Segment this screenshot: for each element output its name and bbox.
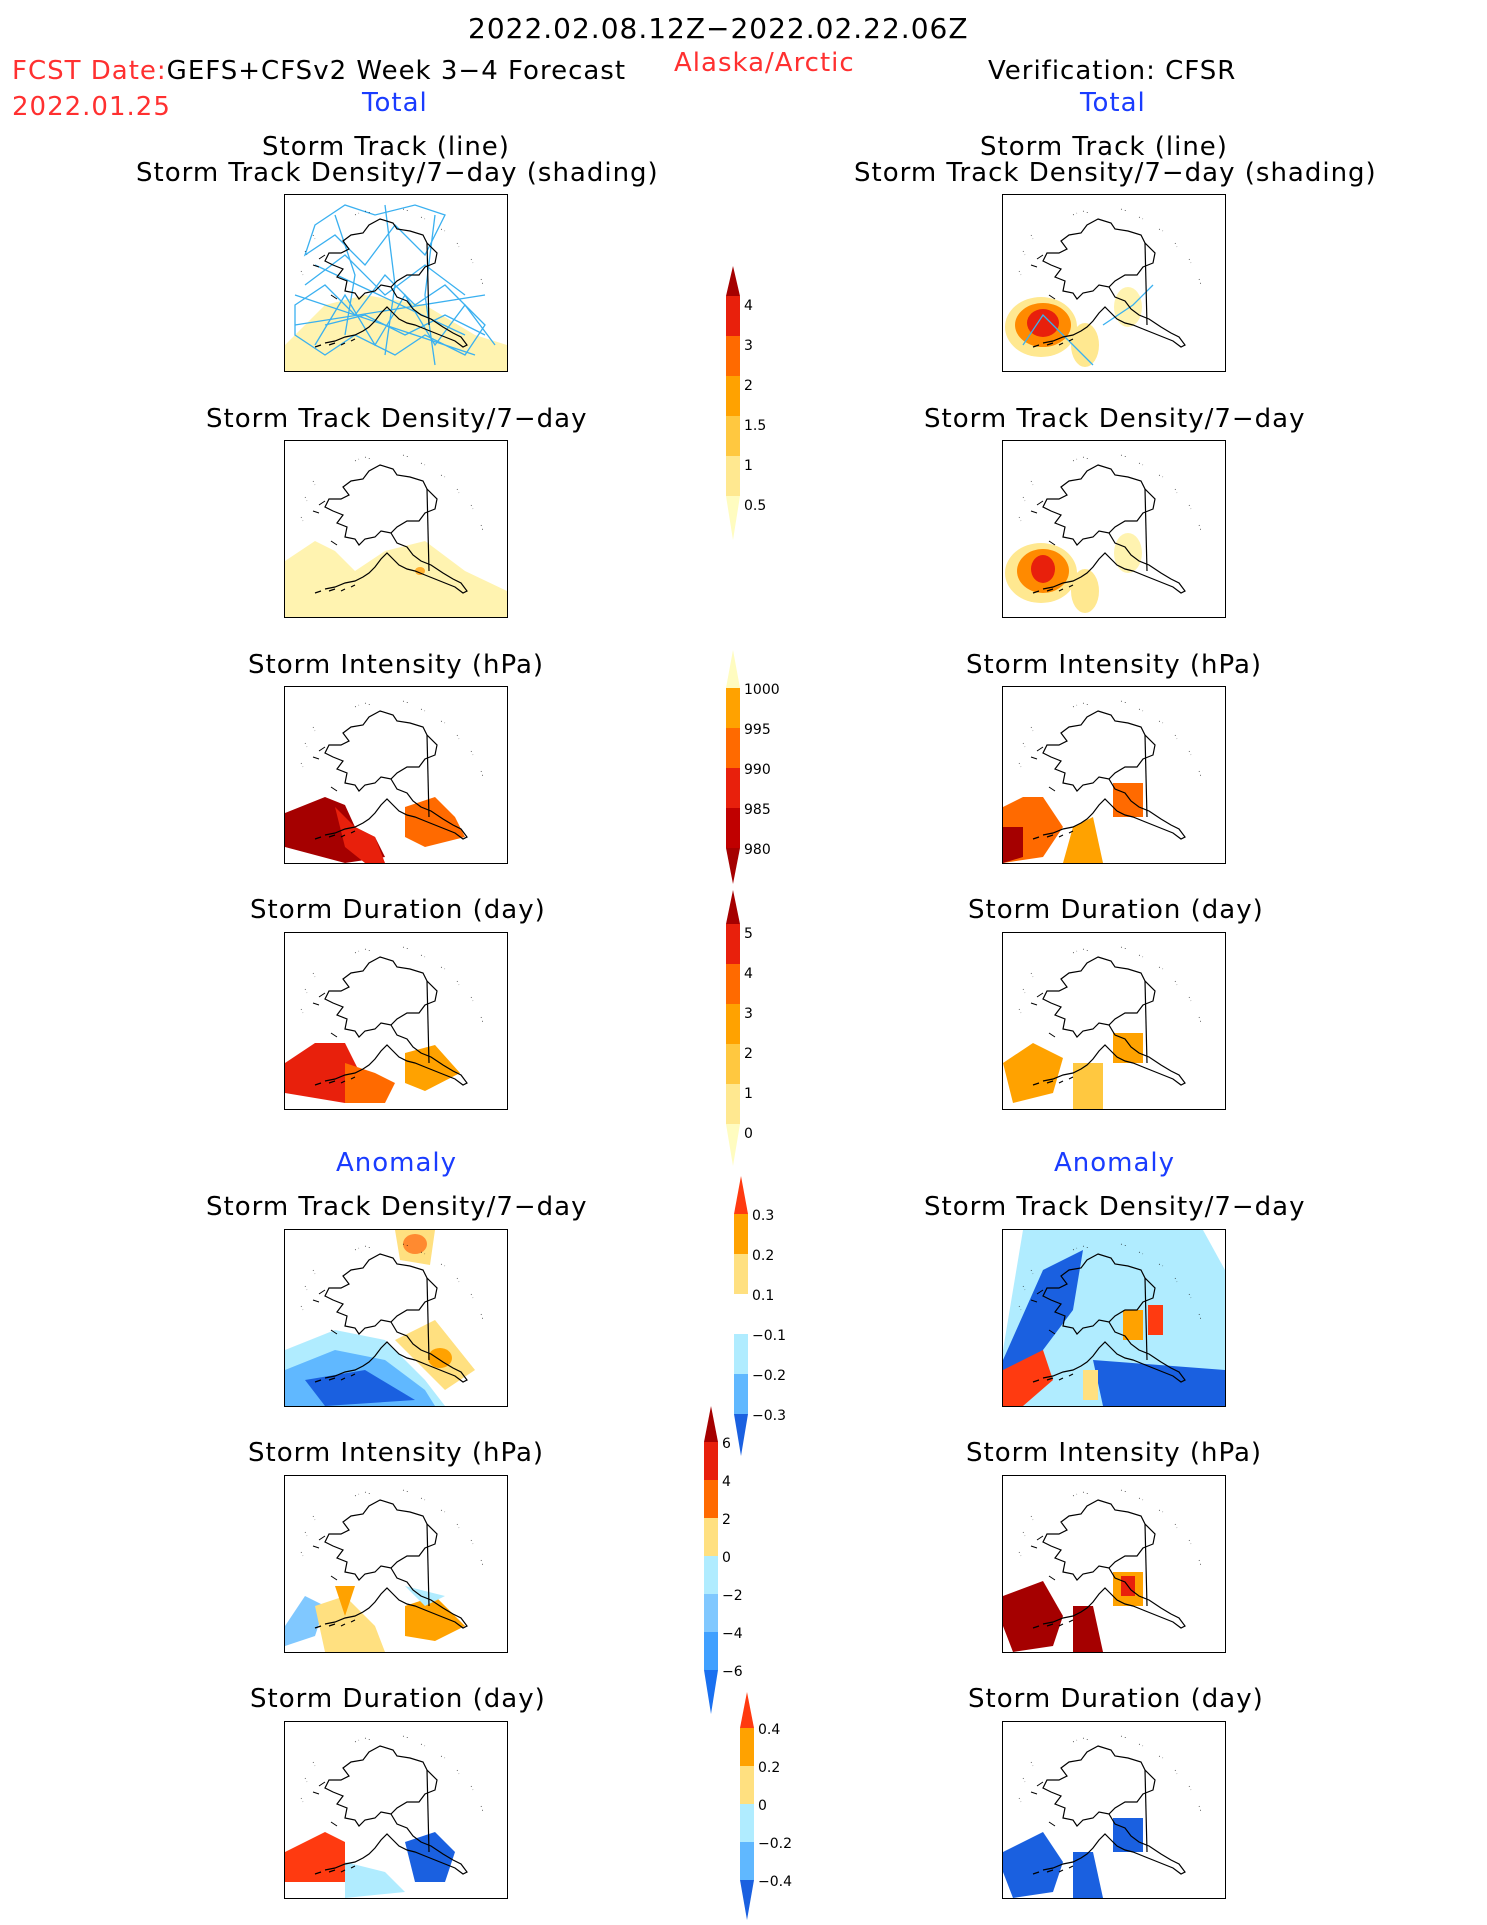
cbar-intensity-tick-3: 985 — [744, 802, 771, 818]
cbar-intensity-tick-1: 995 — [744, 722, 771, 738]
map-density-right — [1002, 440, 1226, 618]
map-intensity-left — [284, 686, 508, 864]
cbar-duration-tick-1: 4 — [744, 966, 753, 982]
title-intensity-left: Storm Intensity (hPa) — [248, 650, 545, 680]
cbar-duration-tick-2: 3 — [744, 1006, 753, 1022]
cbar-anom-intensity-tick-4: −2 — [722, 1588, 743, 1604]
map-track-line-right — [1002, 194, 1226, 372]
cbar-duration-tick-3: 2 — [744, 1046, 753, 1062]
cbar-duration-tick-5: 0 — [744, 1126, 753, 1142]
cbar-density-tick-2: 2 — [744, 378, 753, 394]
cbar-density-tick-1: 3 — [744, 338, 753, 354]
cbar-intensity-tick-2: 990 — [744, 762, 771, 778]
fcst-model: GEFS+CFSv2 Week 3−4 Forecast — [166, 56, 627, 86]
map-anom-intensity-left — [284, 1475, 508, 1653]
map-duration-right — [1002, 932, 1226, 1110]
region-label: Alaska/Arctic — [674, 48, 855, 78]
cbar-density-tick-4: 1 — [744, 458, 753, 474]
cbar-anom-density-tick-3: −0.1 — [752, 1328, 786, 1344]
title-track-shading-right: Storm Track Density/7−day (shading) — [854, 158, 1377, 188]
cbar-anom-intensity-tick-1: 4 — [722, 1474, 731, 1490]
map-anom-duration-left — [284, 1721, 508, 1899]
colorbar-density: 4 3 2 1.5 1 0.5 — [726, 266, 766, 540]
cbar-anom-density-tick-2: 0.1 — [752, 1288, 774, 1304]
fcst-label-text: FCST Date: — [12, 56, 167, 86]
map-intensity-right — [1002, 686, 1226, 864]
colorbar-anom-duration: 0.4 0.2 0 −0.2 −0.4 — [740, 1692, 792, 1920]
cbar-anom-density-tick-0: 0.3 — [752, 1208, 774, 1224]
fcst-label: FCST Date:GEFS+CFSv2 Week 3−4 Forecast — [12, 56, 626, 86]
title-density-left: Storm Track Density/7−day — [206, 404, 588, 434]
colorbar-anom-density: 0.3 0.2 0.1 −0.1 −0.2 −0.3 — [734, 1176, 786, 1456]
map-anom-intensity-right — [1002, 1475, 1226, 1653]
cbar-anom-intensity-tick-3: 0 — [722, 1550, 731, 1566]
cbar-anom-duration-tick-4: −0.4 — [758, 1874, 792, 1890]
cbar-intensity-tick-4: 980 — [744, 842, 771, 858]
title-duration-left: Storm Duration (day) — [250, 895, 546, 925]
cbar-anom-density-tick-4: −0.2 — [752, 1368, 786, 1384]
cbar-anom-density-tick-5: −0.3 — [752, 1408, 786, 1424]
title-anom-density-left: Storm Track Density/7−day — [206, 1192, 588, 1222]
cbar-anom-density-tick-1: 0.2 — [752, 1248, 774, 1264]
title-density-right: Storm Track Density/7−day — [924, 404, 1306, 434]
title-anom-intensity-right: Storm Intensity (hPa) — [966, 1438, 1263, 1468]
verification-label: Verification: CFSR — [988, 56, 1237, 86]
title-anom-intensity-left: Storm Intensity (hPa) — [248, 1438, 545, 1468]
cbar-anom-duration-tick-0: 0.4 — [758, 1722, 780, 1738]
title-track-line-left: Storm Track (line) — [262, 132, 510, 162]
title-anom-duration-right: Storm Duration (day) — [968, 1684, 1264, 1714]
title-anom-duration-left: Storm Duration (day) — [250, 1684, 546, 1714]
cbar-intensity-tick-0: 1000 — [744, 682, 780, 698]
anomaly-left: Anomaly — [336, 1148, 458, 1178]
cbar-anom-intensity-tick-5: −4 — [722, 1626, 743, 1642]
title-duration-right: Storm Duration (day) — [968, 895, 1264, 925]
title-track-line-right: Storm Track (line) — [980, 132, 1228, 162]
cbar-anom-duration-tick-1: 0.2 — [758, 1760, 780, 1776]
cbar-anom-intensity-tick-6: −6 — [722, 1664, 743, 1680]
cbar-anom-intensity-tick-0: 6 — [722, 1436, 731, 1452]
map-density-left — [284, 440, 508, 618]
map-anom-density-left — [284, 1229, 508, 1407]
anomaly-right: Anomaly — [1054, 1148, 1176, 1178]
total-left: Total — [362, 88, 428, 118]
cbar-density-tick-0: 4 — [744, 298, 753, 314]
colorbar-anom-intensity: 6 4 2 0 −2 −4 −6 — [704, 1406, 743, 1714]
cbar-anom-duration-tick-3: −0.2 — [758, 1836, 792, 1852]
map-anom-duration-right — [1002, 1721, 1226, 1899]
cbar-anom-intensity-tick-2: 2 — [722, 1512, 731, 1528]
fcst-date: 2022.01.25 — [12, 92, 171, 122]
cbar-density-tick-3: 1.5 — [744, 418, 766, 434]
title-track-shading-left: Storm Track Density/7−day (shading) — [136, 158, 659, 188]
total-right: Total — [1080, 88, 1146, 118]
colorbar-duration: 5 4 3 2 1 0 — [726, 890, 753, 1166]
cbar-anom-duration-tick-2: 0 — [758, 1798, 767, 1814]
map-duration-left — [284, 932, 508, 1110]
cbar-duration-tick-0: 5 — [744, 926, 753, 942]
cbar-density-tick-5: 0.5 — [744, 498, 766, 514]
cbar-duration-tick-4: 1 — [744, 1086, 753, 1102]
colorbar-intensity: 1000 995 990 985 980 — [726, 650, 780, 884]
title-intensity-right: Storm Intensity (hPa) — [966, 650, 1263, 680]
title-anom-density-right: Storm Track Density/7−day — [924, 1192, 1306, 1222]
map-track-line-left — [284, 194, 508, 372]
map-anom-density-right — [1002, 1229, 1226, 1407]
period-title: 2022.02.08.12Z−2022.02.22.06Z — [468, 12, 969, 45]
